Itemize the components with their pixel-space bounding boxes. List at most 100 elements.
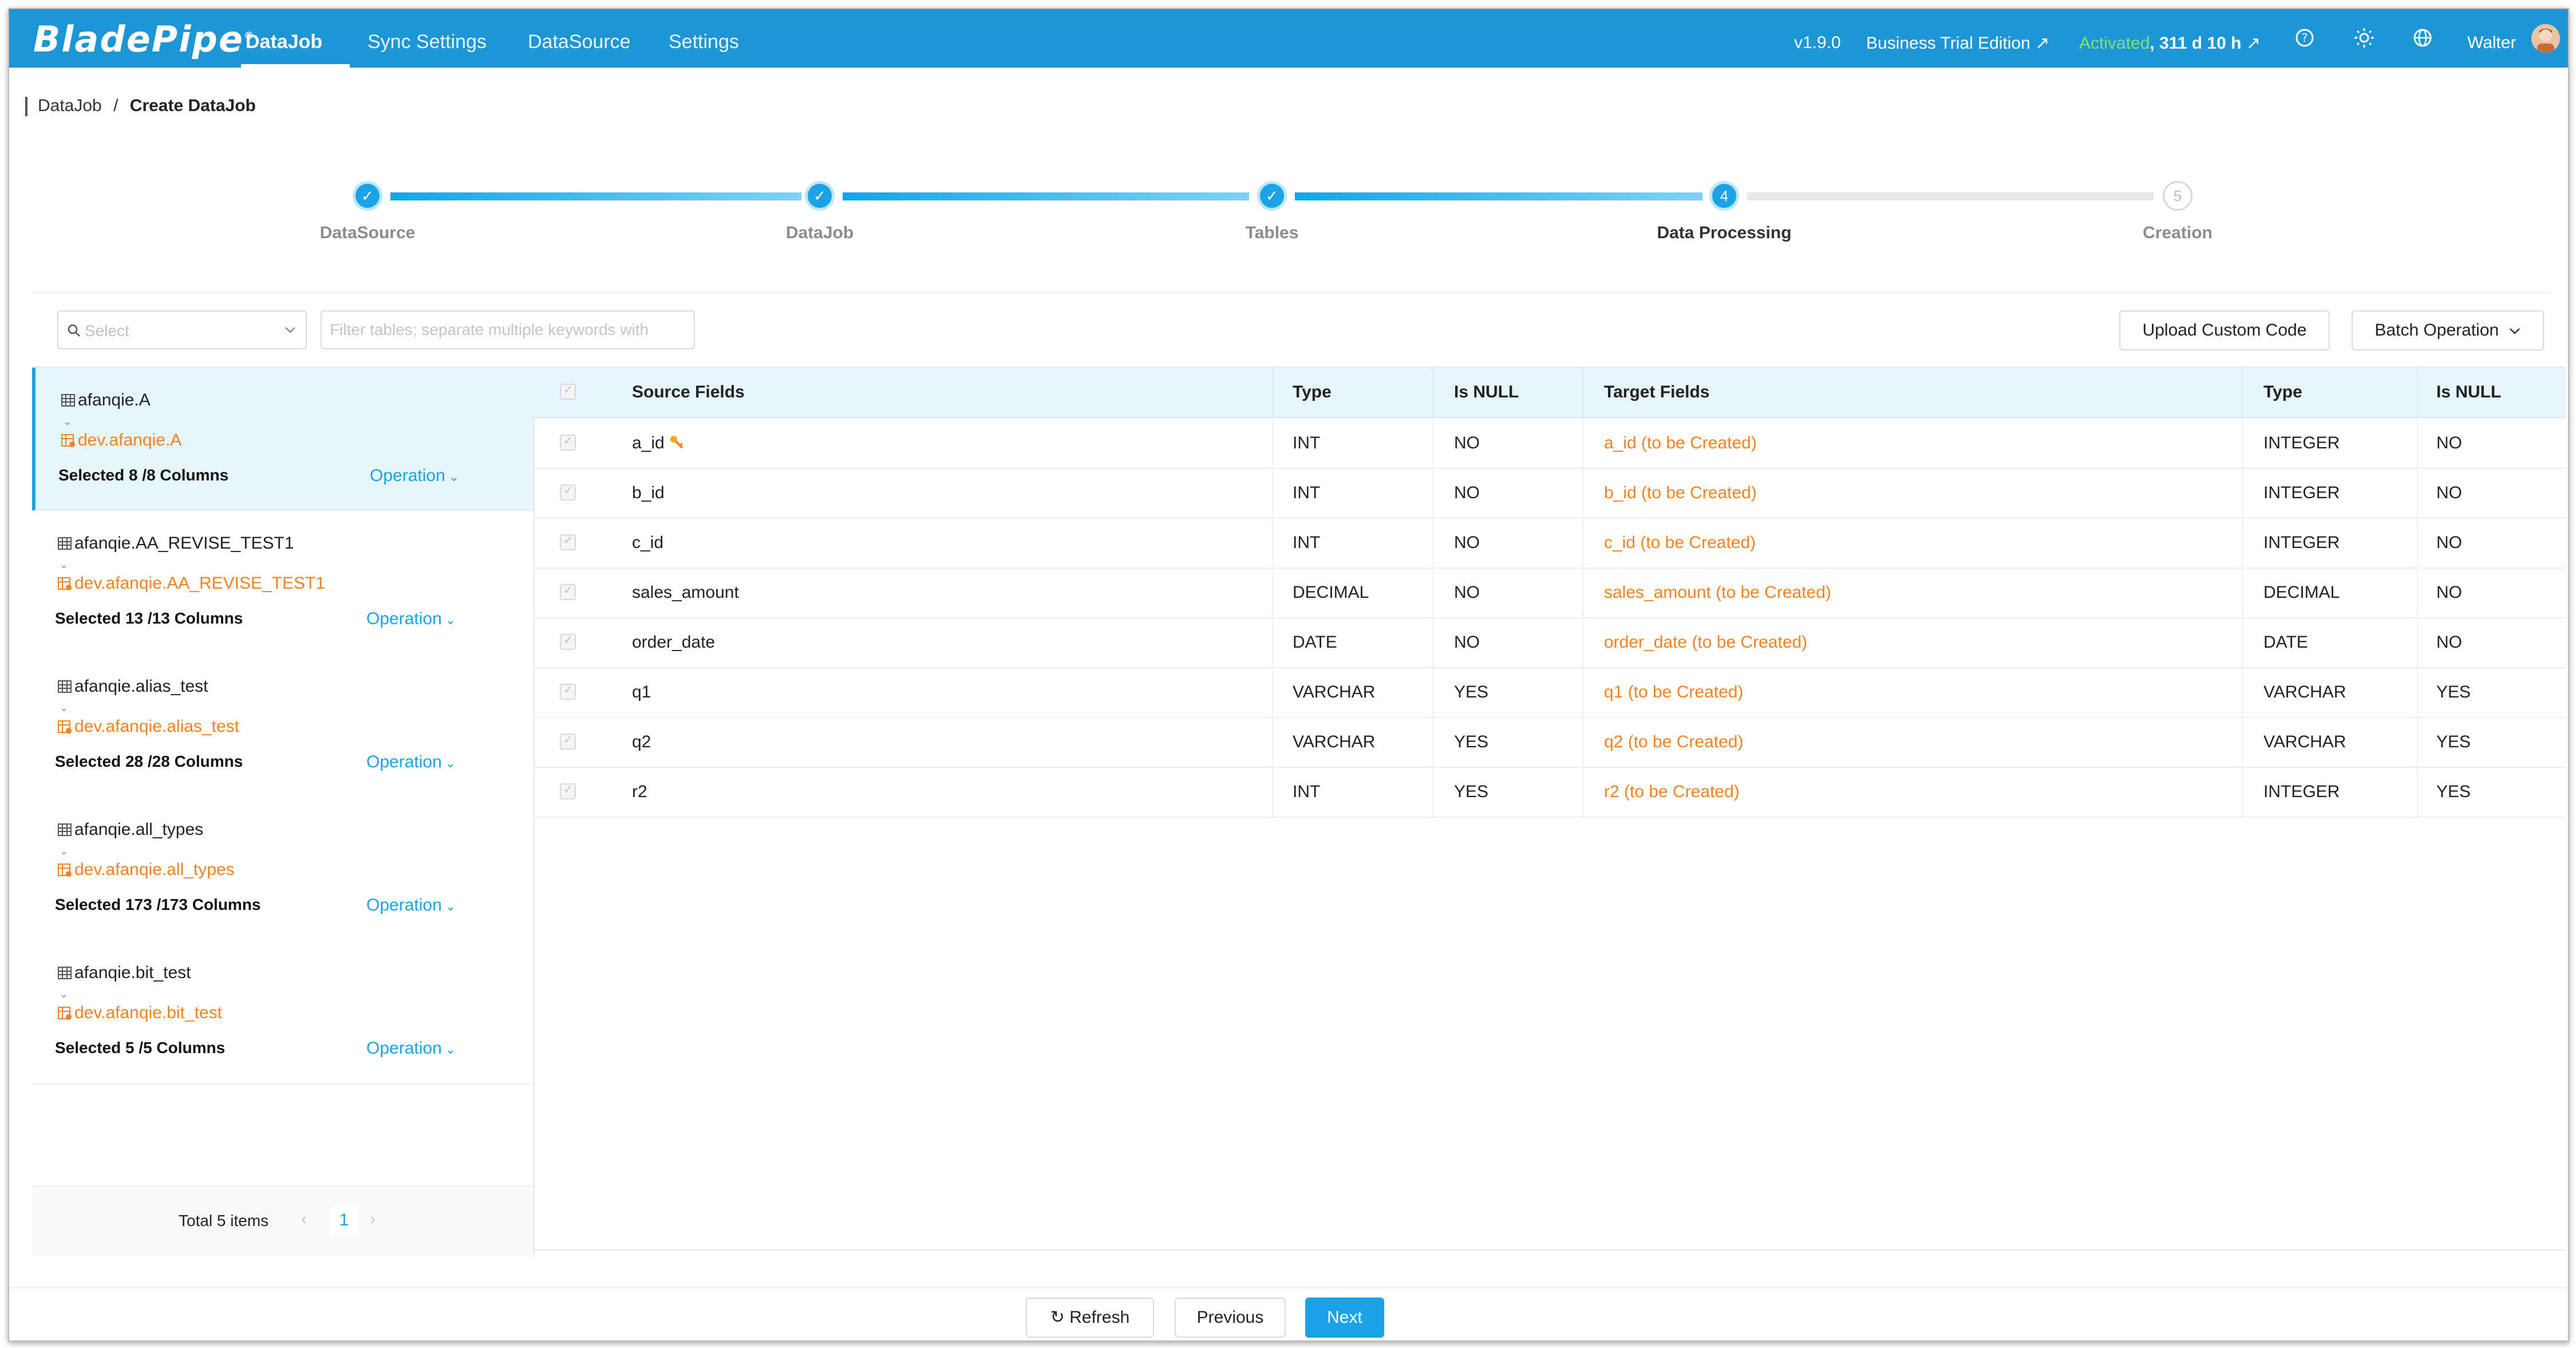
batch-operation-button[interactable]: Batch Operation	[2352, 310, 2544, 350]
user-name[interactable]: Walter	[2467, 33, 2516, 52]
top-nav-bar: BladePipe® DataJob Sync Settings DataSou…	[9, 9, 2568, 68]
table-list-item[interactable]: afanqie.A ⌄ dev.afanqie.A Selected 8 /8 Col…	[32, 368, 534, 511]
selected-columns-count: Selected 173 /173 Columns	[55, 896, 261, 913]
language-globe-icon[interactable]	[2411, 26, 2434, 49]
next-button[interactable]: Next	[1305, 1298, 1384, 1338]
license-status[interactable]: Activated, 311 d 10 h ↗	[2079, 34, 2261, 53]
table-grid-icon	[57, 822, 72, 837]
col-divider	[2242, 667, 2243, 717]
operation-dropdown[interactable]: Operation ⌄	[366, 752, 456, 772]
page-number-1[interactable]: 1	[330, 1207, 358, 1233]
col-divider	[1582, 468, 1583, 518]
select-all-checkbox[interactable]	[560, 383, 576, 400]
col-divider	[2242, 717, 2243, 767]
selected-columns-count: Selected 5 /5 Columns	[55, 1039, 226, 1057]
col-divider	[1272, 418, 1273, 468]
operation-dropdown[interactable]: Operation ⌄	[366, 896, 456, 915]
row-checkbox[interactable]	[560, 683, 576, 700]
col-divider	[1432, 767, 1433, 817]
source-field-name: r2	[632, 782, 647, 801]
row-checkbox[interactable]	[560, 633, 576, 650]
target-table-name[interactable]: dev.afanqie.all_types	[74, 860, 235, 879]
step-label-data-processing: Data Processing	[1657, 223, 1792, 242]
target-field-name[interactable]: sales_amount (to be Created)	[1604, 583, 1831, 602]
selected-columns-count: Selected 28 /28 Columns	[55, 752, 243, 770]
page-prev-icon[interactable]: ‹	[301, 1209, 307, 1228]
page-next-icon[interactable]: ›	[370, 1209, 376, 1228]
row-checkbox[interactable]	[560, 782, 576, 799]
datasource-select[interactable]: Select	[57, 310, 307, 349]
target-field-name[interactable]: r2 (to be Created)	[1604, 782, 1740, 801]
target-table-name[interactable]: dev.afanqie.bit_test	[74, 1003, 222, 1022]
row-checkbox[interactable]	[560, 583, 576, 600]
target-field-type: INTEGER	[2263, 782, 2340, 801]
target-field-type: INTEGER	[2263, 433, 2340, 452]
col-divider	[1272, 368, 1273, 417]
breadcrumb-root[interactable]: DataJob	[38, 96, 102, 115]
chevron-down-icon: ⌄	[441, 1042, 456, 1057]
target-table-name[interactable]: dev.afanqie.AA_REVISE_TEST1	[74, 574, 326, 593]
target-field-name[interactable]: q2 (to be Created)	[1604, 732, 1744, 751]
chevron-down-icon	[285, 327, 295, 333]
mapping-chevron-icon: ⌄	[60, 702, 69, 714]
table-list-item[interactable]: afanqie.AA_REVISE_TEST1 ⌄ dev.afanqie.AA_R…	[32, 511, 534, 655]
table-list-item[interactable]: afanqie.all_types ⌄ dev.afanqie.all_types S…	[32, 797, 534, 941]
upload-custom-code-button[interactable]: Upload Custom Code	[2119, 310, 2330, 350]
table-row: c_id INT NO c_id (to be Created) INTEGER NO	[534, 518, 2566, 569]
target-field-type: VARCHAR	[2263, 732, 2346, 751]
avatar[interactable]	[2531, 24, 2560, 53]
source-field-name: c_id	[632, 533, 664, 552]
target-is-null: YES	[2436, 732, 2471, 751]
table-list-panel: afanqie.A ⌄ dev.afanqie.A Selected 8 /8 Col…	[32, 368, 535, 1256]
table-row: order_date DATE NO order_date (to be Create…	[534, 617, 2566, 668]
refresh-button[interactable]: ↻ Refresh	[1026, 1298, 1154, 1338]
source-table-name: afanqie.AA_REVISE_TEST1	[74, 534, 294, 553]
target-table-icon	[57, 576, 72, 591]
table-list-item[interactable]: afanqie.bit_test ⌄ dev.afanqie.bit_test Sel…	[32, 940, 534, 1085]
nav-datajob[interactable]: DataJob	[246, 31, 323, 53]
col-divider	[1582, 717, 1583, 767]
pagination: Total 5 items ‹ 1 ›	[32, 1185, 534, 1256]
table-row: a_id INT NO a_id (to be Created) INTEGER NO	[534, 418, 2566, 469]
target-field-name[interactable]: order_date (to be Created)	[1604, 633, 1808, 652]
step-3-done-icon: ✓	[1257, 181, 1287, 211]
primary-key-icon	[669, 434, 686, 454]
table-filter-input[interactable]	[321, 310, 695, 349]
step-connector-3	[1295, 192, 1702, 200]
operation-dropdown[interactable]: Operation ⌄	[370, 466, 459, 486]
target-field-name[interactable]: b_id (to be Created)	[1604, 483, 1757, 502]
target-is-null: NO	[2436, 433, 2462, 452]
row-checkbox[interactable]	[560, 533, 576, 550]
theme-sun-icon[interactable]	[2353, 26, 2376, 49]
source-is-null: NO	[1454, 633, 1480, 652]
nav-sync-settings[interactable]: Sync Settings	[368, 31, 487, 53]
source-field-name: q2	[632, 732, 651, 751]
operation-dropdown[interactable]: Operation ⌄	[366, 609, 456, 629]
col-source-type: Type	[1293, 383, 1332, 401]
row-checkbox[interactable]	[560, 483, 576, 500]
divider	[32, 292, 2551, 293]
target-field-name[interactable]: c_id (to be Created)	[1604, 533, 1756, 552]
source-is-null: YES	[1454, 732, 1489, 751]
target-field-name[interactable]: q1 (to be Created)	[1604, 683, 1744, 701]
col-target-is-null: Is NULL	[2436, 383, 2502, 401]
edition-link[interactable]: Business Trial Edition ↗	[1866, 34, 2050, 53]
chevron-down-icon	[2509, 328, 2520, 334]
operation-dropdown[interactable]: Operation ⌄	[366, 1039, 456, 1058]
mapping-chevron-icon: ⌄	[60, 845, 69, 857]
row-checkbox[interactable]	[560, 433, 576, 451]
nav-datasource[interactable]: DataSource	[528, 31, 631, 53]
col-divider	[2242, 518, 2243, 567]
step-label-tables: Tables	[1245, 223, 1299, 242]
target-table-name[interactable]: dev.afanqie.alias_test	[74, 717, 239, 736]
target-field-name[interactable]: a_id (to be Created)	[1604, 433, 1757, 452]
row-checkbox[interactable]	[560, 732, 576, 750]
app-window: BladePipe® DataJob Sync Settings DataSou…	[8, 8, 2569, 1342]
step-label-datajob: DataJob	[785, 223, 854, 242]
help-icon[interactable]: ?	[2293, 26, 2316, 49]
previous-button[interactable]: Previous	[1175, 1298, 1286, 1338]
source-field-type: DECIMAL	[1293, 583, 1369, 602]
table-list-item[interactable]: afanqie.alias_test ⌄ dev.afanqie.alias_tes…	[32, 654, 534, 798]
target-table-name[interactable]: dev.afanqie.A	[78, 431, 182, 450]
nav-settings[interactable]: Settings	[669, 31, 739, 53]
